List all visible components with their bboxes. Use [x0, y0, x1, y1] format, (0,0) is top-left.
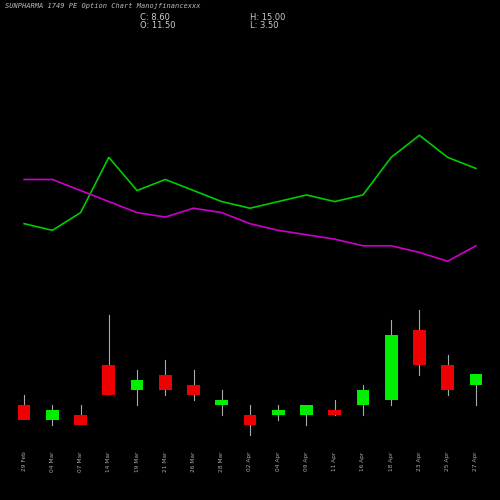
Bar — [244, 415, 256, 425]
Bar — [328, 410, 341, 415]
Text: L: 3.50: L: 3.50 — [250, 21, 278, 30]
Bar — [385, 335, 398, 400]
Bar — [272, 410, 284, 415]
Bar — [74, 415, 87, 425]
Text: O: 11.50: O: 11.50 — [140, 21, 175, 30]
Bar — [102, 365, 115, 395]
Bar — [356, 390, 370, 405]
Bar — [46, 410, 58, 420]
Text: SUNPHARMA 1749 PE Option Chart Manojfinancexxx: SUNPHARMA 1749 PE Option Chart Manojfina… — [5, 2, 200, 8]
Bar — [413, 330, 426, 365]
Text: C: 8.60: C: 8.60 — [140, 12, 170, 22]
Bar — [18, 405, 30, 420]
Bar — [300, 405, 313, 415]
Bar — [216, 400, 228, 405]
Text: H: 15.00: H: 15.00 — [250, 12, 286, 22]
Bar — [130, 380, 143, 390]
Bar — [470, 374, 482, 385]
Bar — [442, 365, 454, 390]
Bar — [159, 375, 172, 390]
Bar — [187, 385, 200, 395]
